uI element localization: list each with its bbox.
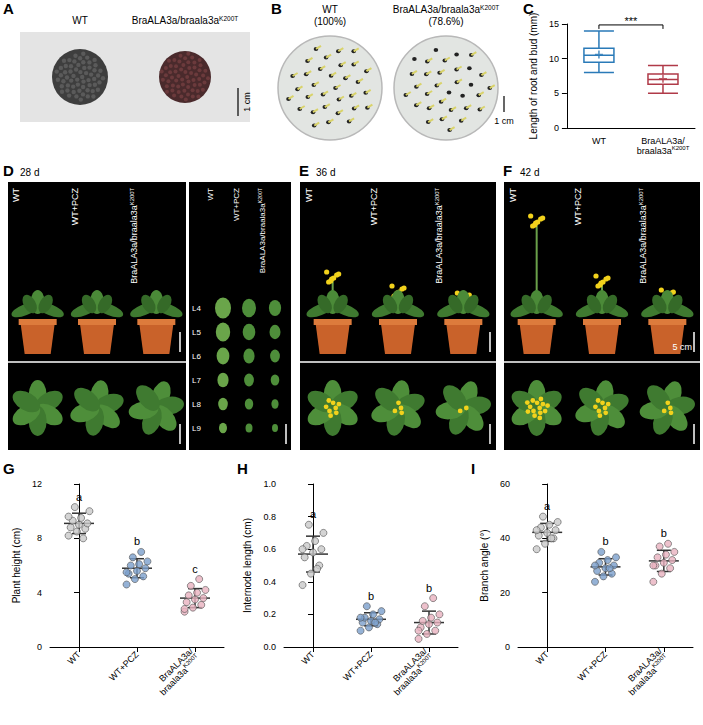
svg-text:0: 0 bbox=[37, 642, 42, 652]
html-text:D: D bbox=[3, 162, 14, 179]
html-text:I: I bbox=[471, 460, 476, 477]
svg-text:K200T: K200T bbox=[651, 652, 668, 669]
svg-text:WT+PCZ: WT+PCZ bbox=[573, 187, 583, 225]
svg-text:4: 4 bbox=[37, 588, 42, 598]
svg-text:L7: L7 bbox=[192, 376, 201, 385]
svg-text:braala3a: braala3a bbox=[627, 665, 659, 697]
svg-text:(78.6%): (78.6%) bbox=[428, 16, 463, 27]
svg-text:BraALA3a/braala3aK200T: BraALA3a/braala3aK200T bbox=[129, 188, 139, 284]
svg-text:WT: WT bbox=[304, 188, 314, 202]
svg-text:1.0: 1.0 bbox=[263, 479, 276, 489]
svg-text:BraALA3a/braala3aK200T: BraALA3a/braala3aK200T bbox=[132, 15, 238, 27]
svg-text:***: *** bbox=[625, 15, 639, 27]
svg-text:1 cm: 1 cm bbox=[242, 92, 252, 112]
svg-text:b: b bbox=[426, 582, 432, 594]
svg-text:K200T: K200T bbox=[672, 145, 690, 151]
svg-text:c: c bbox=[192, 563, 198, 575]
svg-text:Branch angle (°): Branch angle (°) bbox=[479, 529, 490, 601]
svg-text:BraALA3a/braala3aK200T: BraALA3a/braala3aK200T bbox=[434, 188, 444, 284]
svg-text:braala3a: braala3a bbox=[158, 665, 190, 697]
svg-text:WT: WT bbox=[300, 649, 317, 666]
svg-text:0.8: 0.8 bbox=[263, 512, 276, 522]
svg-text:(100%): (100%) bbox=[314, 16, 346, 27]
svg-text:5: 5 bbox=[554, 88, 559, 98]
svg-text:10: 10 bbox=[549, 54, 559, 64]
svg-text:WT: WT bbox=[322, 4, 338, 15]
svg-text:WT: WT bbox=[508, 188, 518, 202]
svg-text:a: a bbox=[544, 500, 551, 512]
svg-text:WT: WT bbox=[206, 188, 215, 201]
html-text:F: F bbox=[503, 162, 513, 179]
svg-text:0: 0 bbox=[505, 642, 510, 652]
svg-text:0.6: 0.6 bbox=[263, 544, 276, 554]
svg-text:40: 40 bbox=[500, 533, 510, 543]
svg-text:WT: WT bbox=[534, 649, 551, 666]
html-text:C: C bbox=[523, 0, 534, 17]
svg-text:Plant height (cm): Plant height (cm) bbox=[11, 528, 22, 604]
svg-text:BraALA3a/: BraALA3a/ bbox=[641, 136, 685, 146]
svg-text:60: 60 bbox=[500, 479, 510, 489]
svg-text:8: 8 bbox=[37, 533, 42, 543]
html-text:G: G bbox=[3, 460, 15, 477]
svg-text:36 d: 36 d bbox=[316, 167, 335, 178]
svg-text:0: 0 bbox=[554, 123, 559, 133]
svg-text:WT+PCZ: WT+PCZ bbox=[341, 649, 375, 683]
svg-text:WT+PCZ: WT+PCZ bbox=[232, 188, 241, 221]
svg-text:L6: L6 bbox=[192, 352, 201, 361]
svg-text:BraALA3a/braala3aK200T: BraALA3a/braala3aK200T bbox=[257, 187, 267, 273]
svg-text:BraALA3a/: BraALA3a/ bbox=[626, 645, 664, 684]
svg-text:K200T: K200T bbox=[416, 652, 433, 669]
svg-text:L8: L8 bbox=[192, 400, 201, 409]
svg-text:WT: WT bbox=[66, 649, 83, 666]
svg-text:b: b bbox=[661, 527, 667, 539]
svg-text:L5: L5 bbox=[192, 328, 201, 337]
html-text:H: H bbox=[237, 460, 248, 477]
svg-text:braala3a: braala3a bbox=[637, 146, 672, 156]
html-text:B: B bbox=[271, 0, 282, 17]
svg-text:0.4: 0.4 bbox=[263, 577, 276, 587]
svg-text:braala3a: braala3a bbox=[392, 665, 424, 697]
svg-text:42 d: 42 d bbox=[520, 167, 539, 178]
svg-text:WT: WT bbox=[11, 188, 21, 202]
svg-text:20: 20 bbox=[500, 588, 510, 598]
svg-text:WT+PCZ: WT+PCZ bbox=[107, 649, 141, 683]
svg-text:1 cm: 1 cm bbox=[494, 116, 514, 126]
svg-text:WT: WT bbox=[72, 15, 88, 26]
svg-text:Length of root and bud (mm): Length of root and bud (mm) bbox=[528, 13, 539, 140]
svg-text:BraALA3a/braala3aK200T: BraALA3a/braala3aK200T bbox=[393, 4, 499, 16]
svg-text:K200T: K200T bbox=[182, 652, 199, 669]
svg-text:a: a bbox=[76, 491, 83, 503]
svg-text:Internode length (cm): Internode length (cm) bbox=[242, 518, 253, 613]
svg-text:0.0: 0.0 bbox=[263, 642, 276, 652]
svg-text:a: a bbox=[310, 508, 317, 520]
svg-text:12: 12 bbox=[32, 479, 42, 489]
svg-text:L9: L9 bbox=[192, 424, 201, 433]
svg-text:28 d: 28 d bbox=[20, 167, 39, 178]
svg-text:b: b bbox=[602, 535, 608, 547]
svg-text:BraALA3a/: BraALA3a/ bbox=[157, 645, 195, 684]
svg-text:BraALA3a/: BraALA3a/ bbox=[391, 645, 429, 684]
svg-text:b: b bbox=[368, 590, 374, 602]
svg-text:WT: WT bbox=[592, 136, 606, 146]
html-text:A: A bbox=[3, 0, 14, 17]
svg-text:WT+PCZ: WT+PCZ bbox=[70, 187, 80, 225]
html-text:E: E bbox=[299, 162, 309, 179]
svg-text:0.2: 0.2 bbox=[263, 609, 276, 619]
svg-text:WT+PCZ: WT+PCZ bbox=[576, 649, 610, 683]
svg-text:b: b bbox=[134, 535, 140, 547]
svg-text:WT+PCZ: WT+PCZ bbox=[369, 187, 379, 225]
svg-text:L4: L4 bbox=[192, 304, 201, 313]
svg-text:15: 15 bbox=[549, 19, 559, 29]
svg-text:5 cm: 5 cm bbox=[672, 342, 692, 352]
svg-text:BraALA3a/braala3aK200T: BraALA3a/braala3aK200T bbox=[638, 188, 648, 284]
